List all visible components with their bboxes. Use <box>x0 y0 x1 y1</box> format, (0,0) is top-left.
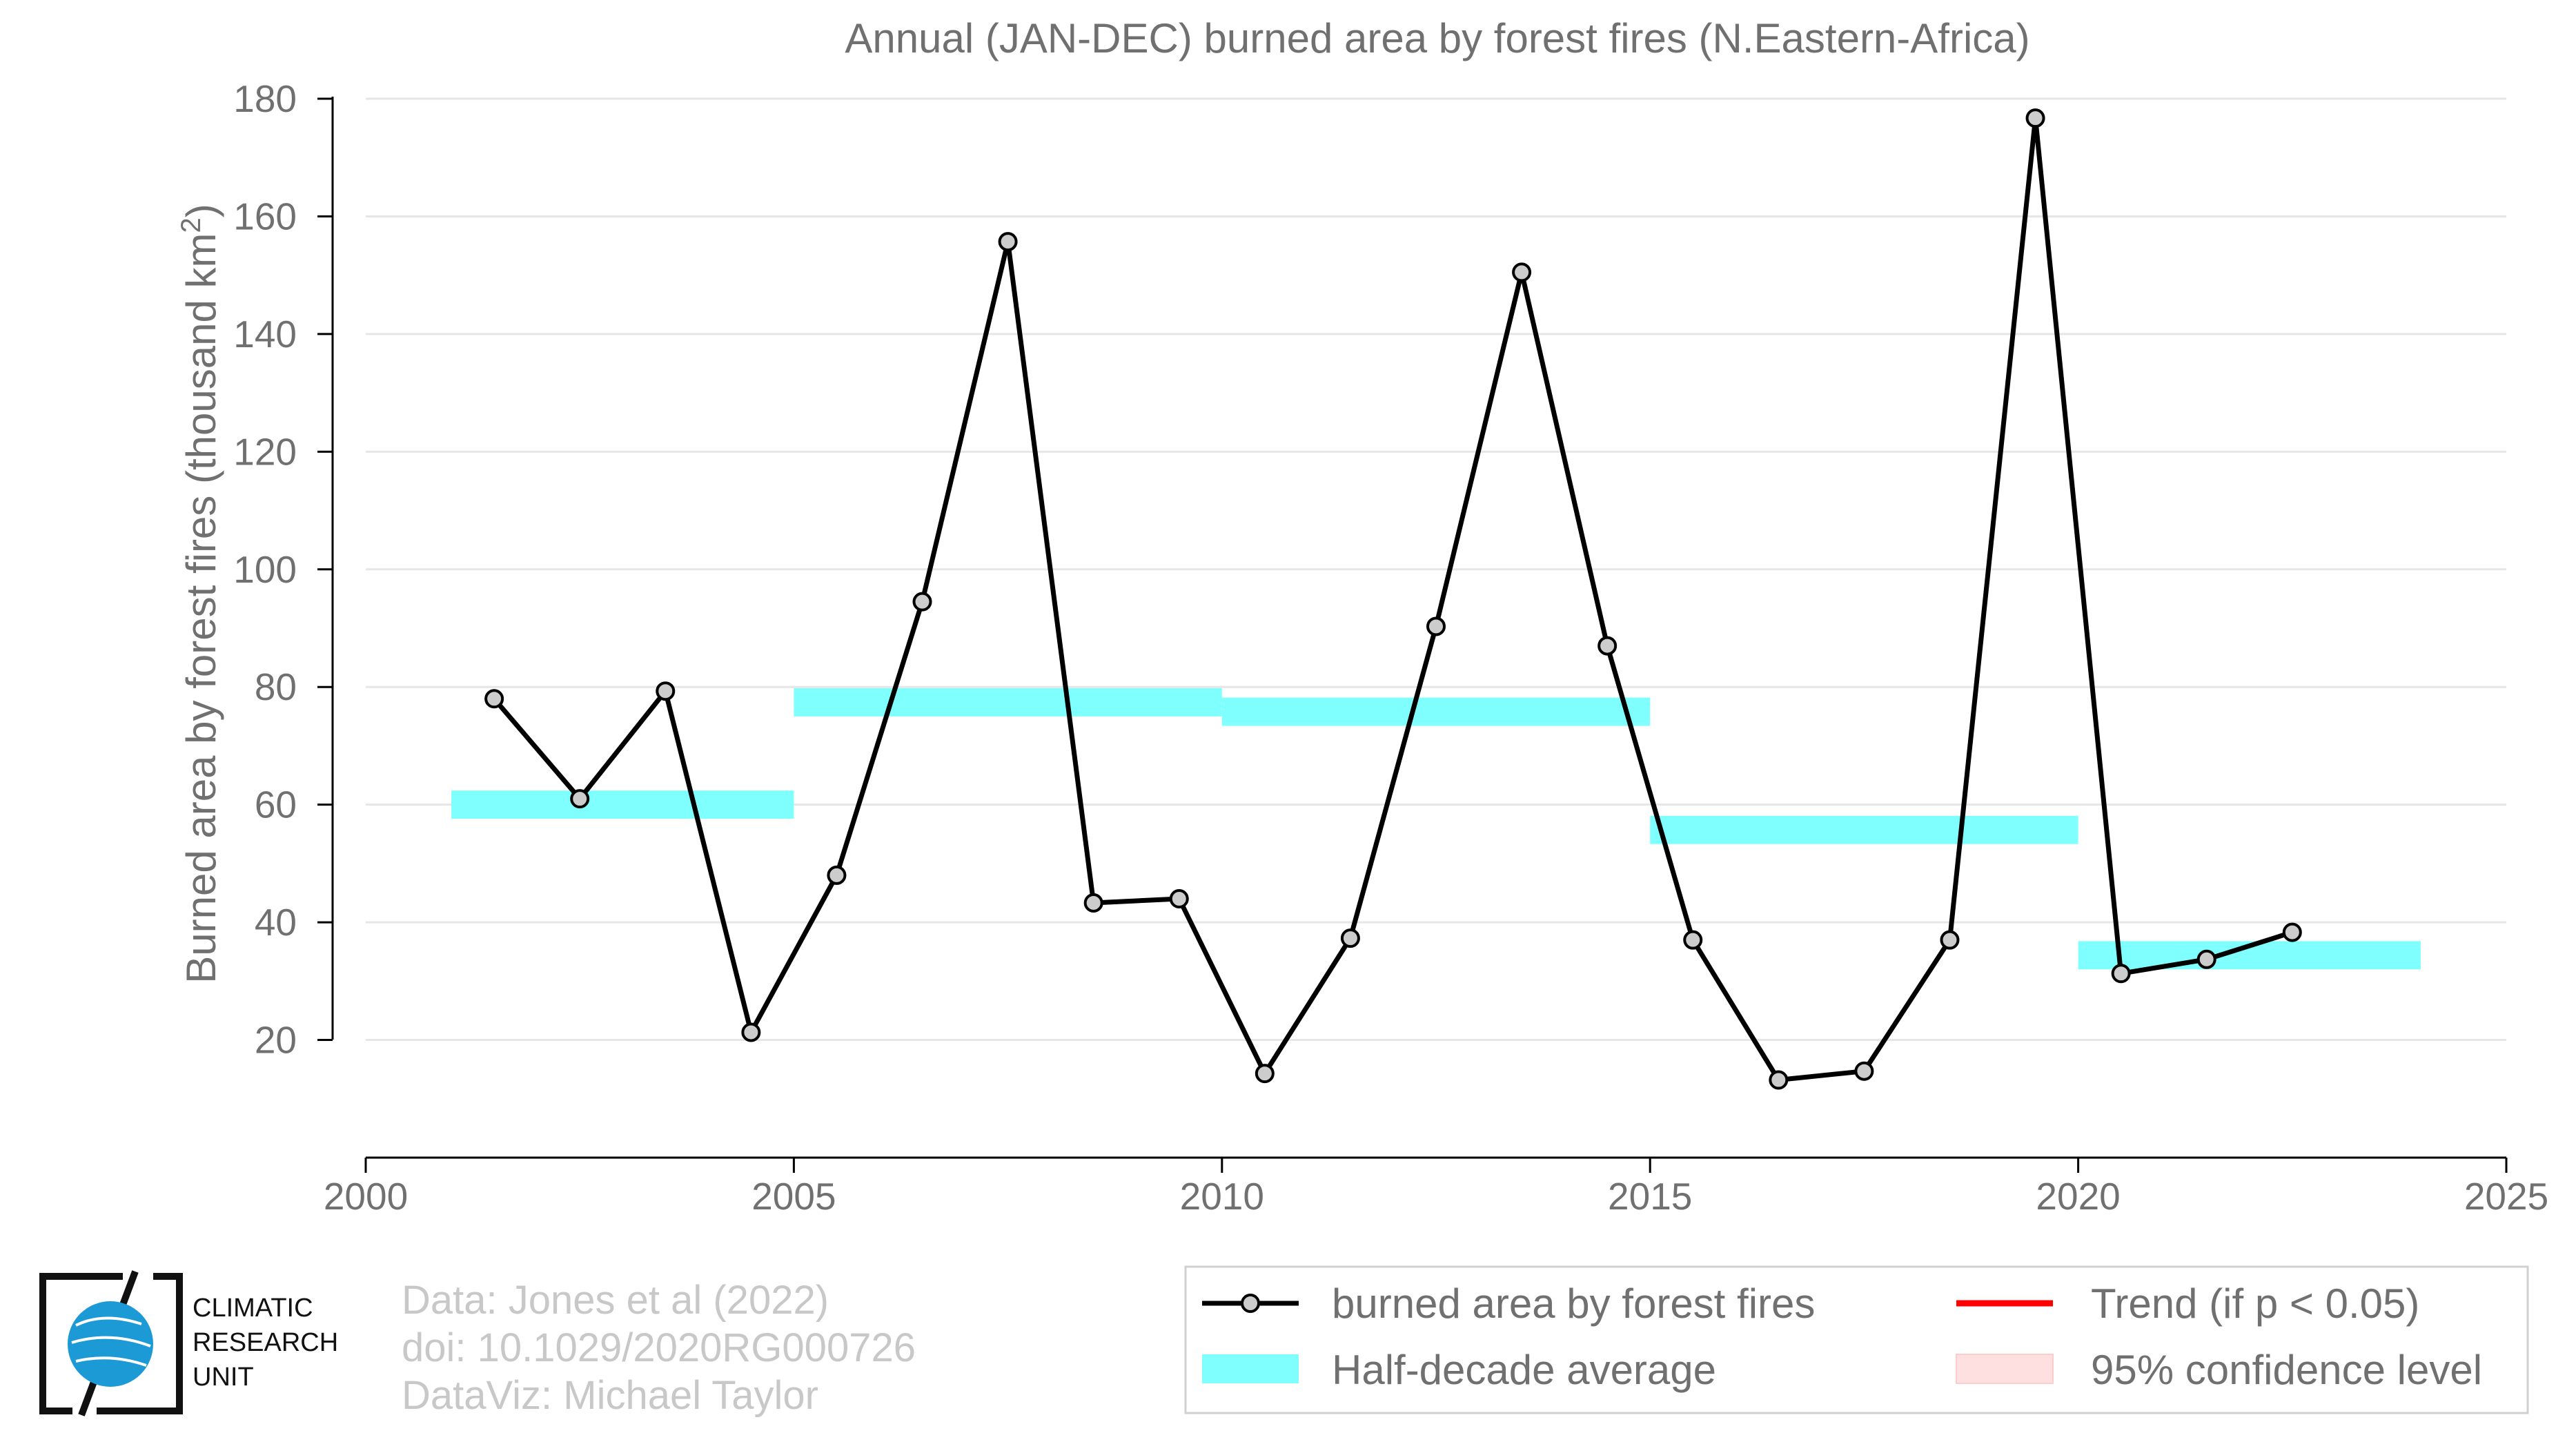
data-point-2010.5 <box>1255 1064 1275 1084</box>
logo-text-line1: CLIMATIC <box>193 1294 313 1323</box>
y-axis-ticks: 20 40 60 80 100 120 140 160 180 <box>233 77 333 1062</box>
data-point-2013.5 <box>1512 262 1532 282</box>
legend-label-confidence: 95% confidence level <box>2091 1347 2482 1393</box>
y-tick-label-60: 60 <box>255 783 297 826</box>
data-point-2009.5 <box>1169 889 1189 909</box>
x-tick-label-2025: 2025 <box>2464 1175 2548 1218</box>
y-tick-label-120: 120 <box>233 430 297 473</box>
legend: burned area by forest fires Trend (if p … <box>1184 1265 2529 1414</box>
x-tick-label-2015: 2015 <box>1608 1175 1692 1218</box>
logo-text-line2: RESEARCH <box>193 1328 338 1357</box>
y-axis-label: Burned area by forest fires (thousand km… <box>176 204 224 983</box>
y-tick-label-180: 180 <box>233 77 297 120</box>
data-point-2020.5 <box>2111 964 2131 984</box>
half-decade-band-2 <box>1221 697 1651 726</box>
data-point-2015.5 <box>1683 930 1703 950</box>
credit-doi: doi: 10.1029/2020RG000726 <box>402 1325 916 1370</box>
legend-swatch-half-decade <box>1202 1354 1299 1383</box>
data-point-2014.5 <box>1597 636 1618 656</box>
legend-swatch-confidence <box>1956 1354 2054 1384</box>
y-tick-label-160: 160 <box>233 195 297 237</box>
data-point-2001.5 <box>484 689 504 709</box>
data-point-2019.5 <box>2025 108 2045 128</box>
data-point-2002.5 <box>570 789 590 809</box>
y-tick-label-140: 140 <box>233 313 297 356</box>
series-points <box>484 108 2302 1090</box>
data-point-2008.5 <box>1083 893 1103 913</box>
x-axis-ticks: 2000 2005 2010 2015 2020 2025 <box>324 1158 2548 1218</box>
legend-label-half-decade: Half-decade average <box>1332 1347 1716 1393</box>
credit-dataviz: DataViz: Michael Taylor <box>402 1373 818 1418</box>
half-decade-band-0 <box>451 790 794 819</box>
data-point-2011.5 <box>1340 928 1360 948</box>
x-tick-label-2000: 2000 <box>324 1175 408 1218</box>
credit-data-source: Data: Jones et al (2022) <box>402 1278 829 1323</box>
legend-marker-series <box>1241 1294 1260 1313</box>
legend-frame <box>1184 1265 2529 1414</box>
half-decade-band-3 <box>1650 815 2078 844</box>
data-point-2007.5 <box>998 232 1018 252</box>
logo-frame-icon <box>39 1273 183 1414</box>
half-decade-band-1 <box>794 688 1222 717</box>
data-point-2016.5 <box>1769 1070 1789 1090</box>
legend-label-series: burned area by forest fires <box>1332 1280 1815 1327</box>
logo-text-line3: UNIT <box>193 1363 254 1392</box>
y-tick-label-40: 40 <box>255 901 297 944</box>
x-tick-label-2020: 2020 <box>2036 1175 2120 1218</box>
half-decade-average-bands <box>451 688 2421 970</box>
y-tick-label-20: 20 <box>255 1019 297 1062</box>
series-line-burned-area <box>492 115 2293 1082</box>
data-point-2017.5 <box>1854 1061 1874 1081</box>
data-point-2005.5 <box>827 865 847 885</box>
cru-logo: CLIMATIC RESEARCH UNIT <box>39 1270 338 1416</box>
x-tick-label-2005: 2005 <box>751 1175 836 1218</box>
chart-title: Annual (JAN-DEC) burned area by forest f… <box>845 15 2029 61</box>
x-tick-label-2010: 2010 <box>1180 1175 1264 1218</box>
data-point-2006.5 <box>912 592 932 612</box>
data-point-2003.5 <box>656 681 676 701</box>
legend-label-trend: Trend (if p < 0.05) <box>2091 1280 2419 1327</box>
gridlines <box>366 97 2506 1042</box>
data-point-2004.5 <box>741 1022 761 1042</box>
y-tick-label-100: 100 <box>233 548 297 591</box>
globe-lines-icon <box>71 1316 151 1367</box>
data-point-2018.5 <box>1940 930 1960 950</box>
y-tick-label-80: 80 <box>255 665 297 708</box>
data-point-2012.5 <box>1426 616 1446 636</box>
data-point-2022.5 <box>2282 922 2302 942</box>
data-point-2021.5 <box>2196 949 2216 969</box>
